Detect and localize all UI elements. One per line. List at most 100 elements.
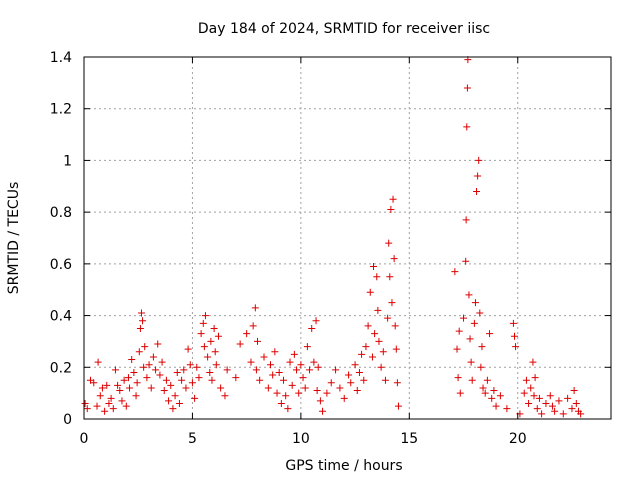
- data-point: [375, 337, 383, 345]
- data-point: [193, 363, 201, 371]
- data-point: [394, 402, 402, 410]
- data-point: [475, 156, 483, 164]
- data-point: [290, 350, 298, 358]
- data-point: [332, 366, 340, 374]
- data-point: [130, 368, 138, 376]
- data-point: [90, 379, 98, 387]
- data-point: [451, 268, 459, 276]
- data-point: [467, 358, 475, 366]
- data-point: [280, 376, 288, 384]
- data-point: [207, 337, 215, 345]
- data-point: [347, 379, 355, 387]
- data-point: [184, 345, 192, 353]
- data-point: [509, 319, 517, 327]
- data-point: [384, 314, 392, 322]
- data-point: [114, 381, 122, 389]
- data-point: [105, 399, 113, 407]
- data-point: [299, 374, 307, 382]
- data-point: [336, 384, 344, 392]
- data-point: [253, 337, 261, 345]
- data-point: [476, 309, 484, 317]
- data-point: [208, 376, 216, 384]
- data-point: [256, 376, 264, 384]
- data-point: [136, 325, 144, 332]
- data-point: [243, 330, 251, 338]
- data-point: [156, 371, 164, 379]
- data-point: [531, 374, 539, 382]
- data-point: [126, 384, 134, 392]
- data-point: [374, 306, 382, 314]
- data-point: [143, 374, 151, 382]
- data-point: [169, 405, 177, 413]
- data-point: [313, 387, 321, 395]
- data-point: [191, 394, 199, 402]
- data-point: [314, 363, 322, 371]
- data-point: [206, 368, 214, 376]
- data-point: [319, 407, 327, 415]
- data-point: [385, 239, 393, 247]
- data-point: [137, 309, 145, 317]
- data-point: [529, 358, 537, 366]
- data-point: [160, 387, 168, 395]
- data-point: [132, 392, 140, 400]
- data-point: [269, 371, 277, 379]
- data-point: [120, 376, 128, 384]
- data-point: [478, 343, 486, 351]
- data-point: [188, 379, 196, 387]
- x-tick-label: 10: [292, 431, 310, 447]
- data-point: [103, 381, 111, 389]
- data-point: [368, 353, 376, 361]
- data-point: [479, 384, 487, 392]
- data-point: [388, 299, 396, 307]
- data-point: [180, 366, 188, 374]
- data-point: [171, 392, 179, 400]
- data-point: [542, 399, 550, 407]
- data-point: [503, 405, 511, 413]
- grid: [84, 57, 611, 419]
- data-point: [391, 322, 399, 330]
- data-point: [249, 322, 257, 330]
- data-point: [555, 397, 563, 405]
- data-point: [366, 288, 374, 296]
- data-point: [98, 384, 106, 392]
- data-point: [267, 361, 275, 369]
- data-point: [455, 327, 463, 335]
- data-point: [522, 376, 530, 384]
- data-point: [107, 394, 115, 402]
- data-point: [175, 399, 183, 407]
- data-point: [345, 371, 353, 379]
- data-point: [548, 402, 556, 410]
- y-tick-label: 0: [63, 412, 72, 428]
- data-point: [364, 322, 372, 330]
- data-point: [165, 397, 173, 405]
- data-point: [312, 317, 320, 325]
- data-point: [195, 374, 203, 382]
- data-point: [468, 376, 476, 384]
- y-tick-label: 0.2: [50, 360, 72, 376]
- data-point: [145, 361, 153, 369]
- data-point: [83, 405, 91, 413]
- data-point: [221, 392, 229, 400]
- data-point: [277, 399, 285, 407]
- data-point: [572, 399, 580, 407]
- data-point: [252, 366, 260, 374]
- data-point: [386, 273, 394, 281]
- x-tick-label: 15: [400, 431, 418, 447]
- data-point: [373, 273, 381, 281]
- data-point: [510, 332, 518, 340]
- data-point: [101, 407, 109, 415]
- data-point: [167, 381, 175, 389]
- data-point: [212, 361, 220, 369]
- data-point: [527, 384, 535, 392]
- data-point: [512, 343, 520, 351]
- data-point: [358, 350, 366, 358]
- data-point: [201, 312, 209, 320]
- data-point: [273, 389, 281, 397]
- data-point: [182, 384, 190, 392]
- x-tick-label: 5: [188, 431, 197, 447]
- data-point: [149, 353, 157, 361]
- data-point: [379, 348, 387, 356]
- data-point: [94, 358, 102, 366]
- data-point: [340, 394, 348, 402]
